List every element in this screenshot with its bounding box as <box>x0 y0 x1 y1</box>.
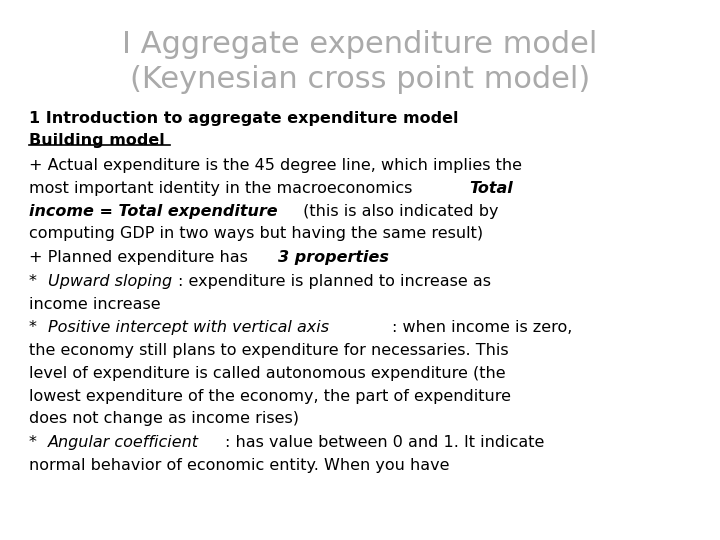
Text: most important identity in the macroeconomics: most important identity in the macroecon… <box>29 181 418 196</box>
Text: I Aggregate expenditure model: I Aggregate expenditure model <box>122 30 598 59</box>
Text: : has value between 0 and 1. It indicate: : has value between 0 and 1. It indicate <box>225 435 544 450</box>
Text: : expenditure is planned to increase as: : expenditure is planned to increase as <box>178 274 491 289</box>
Text: 1 Introduction to aggregate expenditure model: 1 Introduction to aggregate expenditure … <box>29 111 459 126</box>
Text: *: * <box>29 435 42 450</box>
Text: normal behavior of economic entity. When you have: normal behavior of economic entity. When… <box>29 458 449 472</box>
Text: does not change as income rises): does not change as income rises) <box>29 411 299 426</box>
Text: Building model: Building model <box>29 133 165 148</box>
Text: the economy still plans to expenditure for necessaries. This: the economy still plans to expenditure f… <box>29 343 508 358</box>
Text: lowest expenditure of the economy, the part of expenditure: lowest expenditure of the economy, the p… <box>29 389 510 403</box>
Text: *: * <box>29 274 42 289</box>
Text: 3 properties: 3 properties <box>278 250 389 265</box>
Text: : when income is zero,: : when income is zero, <box>392 321 572 335</box>
Text: (Keynesian cross point model): (Keynesian cross point model) <box>130 65 590 94</box>
Text: level of expenditure is called autonomous expenditure (the: level of expenditure is called autonomou… <box>29 366 505 381</box>
Text: computing GDP in two ways but having the same result): computing GDP in two ways but having the… <box>29 226 483 241</box>
Text: + Planned expenditure has: + Planned expenditure has <box>29 250 253 265</box>
Text: + Actual expenditure is the 45 degree line, which implies the: + Actual expenditure is the 45 degree li… <box>29 158 522 173</box>
Text: income = Total expenditure: income = Total expenditure <box>29 204 277 219</box>
Text: Total: Total <box>469 181 513 196</box>
Text: Upward sloping: Upward sloping <box>48 274 172 289</box>
Text: Angular coefficient: Angular coefficient <box>48 435 199 450</box>
Text: *: * <box>29 321 42 335</box>
Text: income increase: income increase <box>29 296 161 312</box>
Text: (this is also indicated by: (this is also indicated by <box>298 204 498 219</box>
Text: Positive intercept with vertical axis: Positive intercept with vertical axis <box>48 321 329 335</box>
